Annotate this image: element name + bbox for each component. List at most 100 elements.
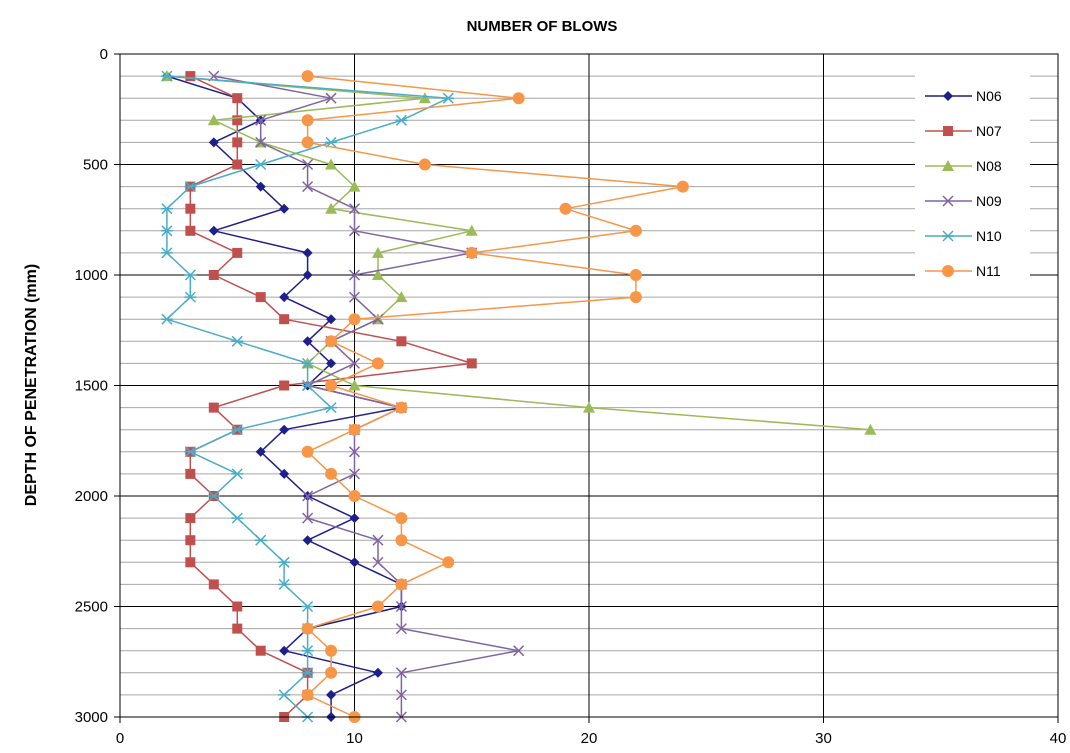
data-point-n06 (279, 424, 290, 435)
data-point-n07 (208, 270, 219, 280)
data-point-n07 (208, 579, 219, 590)
data-point-n06 (326, 358, 337, 369)
data-point-n10 (254, 534, 267, 546)
legend-box (915, 75, 1030, 295)
legend-label-n07: N07 (976, 123, 1002, 139)
data-point-n09 (395, 689, 407, 701)
data-point-n07 (255, 645, 266, 656)
data-point-n09 (372, 313, 384, 325)
series-n11 (301, 70, 689, 723)
data-point-n08 (325, 202, 338, 214)
data-point-n07 (185, 468, 196, 479)
data-point-n09 (348, 203, 361, 215)
data-point-n06 (302, 535, 313, 546)
data-point-n08 (371, 246, 384, 258)
data-point-n10 (160, 225, 173, 237)
series-line-n10 (166, 75, 450, 718)
x-tick-label: 30 (815, 730, 832, 747)
data-point-n09 (302, 512, 314, 524)
legend-marker-n08 (942, 160, 954, 171)
data-point-n10 (184, 291, 197, 303)
data-point-n07 (232, 137, 243, 148)
x-tick-label: 10 (346, 730, 363, 747)
x-tick-label: 0 (116, 730, 124, 747)
data-point-n06 (302, 270, 313, 280)
data-point-n09 (255, 114, 267, 126)
data-point-n10 (160, 203, 173, 215)
data-point-n10 (254, 158, 267, 171)
data-point-n07 (396, 336, 407, 347)
data-point-n07 (232, 623, 243, 634)
data-point-n11 (395, 578, 408, 591)
chart-title: NUMBER OF BLOWS (467, 18, 618, 35)
y-axis-label: DEPTH OF PENETRATION (mm) (23, 264, 40, 506)
data-point-n10 (301, 600, 314, 613)
data-point-n10 (160, 70, 173, 82)
legend-marker-n09 (942, 195, 954, 207)
data-point-n09 (348, 357, 361, 369)
data-point-n11 (512, 92, 525, 105)
series-group (160, 70, 877, 723)
data-point-n11 (442, 556, 455, 569)
data-point-n08 (325, 158, 338, 170)
data-point-n09 (348, 446, 361, 458)
data-point-n11 (348, 313, 361, 326)
data-point-n07 (466, 358, 477, 369)
data-point-n10 (231, 512, 244, 524)
data-point-n11 (371, 357, 384, 370)
y-tick-label: 3000 (75, 709, 108, 726)
data-point-n07 (185, 535, 196, 546)
legend-marker-n11 (942, 265, 954, 277)
data-point-n07 (232, 601, 243, 612)
data-point-n11 (325, 666, 338, 679)
data-point-n09 (325, 92, 337, 104)
data-point-n10 (231, 424, 244, 436)
data-point-n11 (371, 600, 384, 613)
axis-ticks: 0 500 1000 1500 2000 2500 3000 0 10 20 30 40 (75, 46, 1067, 747)
legend: N06 N07 N08 N09 N10 N11 (915, 75, 1030, 295)
y-tick-label: 0 (100, 46, 108, 63)
data-point-n09 (395, 600, 407, 613)
data-point-n08 (583, 401, 595, 413)
data-point-n11 (418, 158, 431, 171)
data-point-n10 (442, 92, 455, 104)
x-tick-label: 20 (581, 730, 598, 747)
data-point-n09 (302, 490, 314, 502)
data-point-n11 (395, 401, 408, 414)
data-point-n06 (302, 336, 313, 347)
data-point-n11 (465, 246, 478, 259)
data-point-n07 (185, 203, 196, 214)
data-point-n07 (232, 159, 243, 170)
legend-marker-n10 (942, 230, 954, 242)
data-point-n09 (513, 645, 525, 657)
data-point-n09 (302, 158, 314, 171)
data-point-n11 (559, 202, 572, 215)
data-point-n07 (185, 225, 196, 236)
data-point-n09 (348, 468, 361, 480)
data-point-n07 (232, 93, 243, 104)
data-point-n09 (372, 534, 384, 546)
data-point-n11 (301, 70, 314, 83)
data-point-n07 (185, 557, 196, 568)
y-tick-label: 2500 (75, 599, 108, 616)
data-point-n10 (325, 402, 338, 414)
data-point-n09 (348, 291, 361, 303)
data-point-n07 (279, 380, 290, 391)
data-point-n07 (185, 513, 196, 524)
data-point-n09 (348, 269, 361, 281)
data-point-n06 (208, 137, 219, 148)
data-point-n10 (301, 667, 314, 679)
data-point-n10 (207, 490, 220, 502)
legend-label-n11: N11 (976, 263, 1001, 279)
data-point-n11 (301, 688, 314, 701)
data-point-n08 (465, 224, 478, 236)
series-line-n11 (306, 75, 684, 718)
data-point-n11 (301, 622, 314, 635)
data-point-n06 (279, 292, 290, 303)
data-point-n10 (278, 689, 291, 701)
data-point-n10 (301, 379, 314, 392)
data-point-n09 (372, 556, 384, 568)
data-point-n06 (208, 225, 219, 236)
data-point-n11 (395, 534, 408, 547)
data-point-n07 (255, 292, 266, 303)
